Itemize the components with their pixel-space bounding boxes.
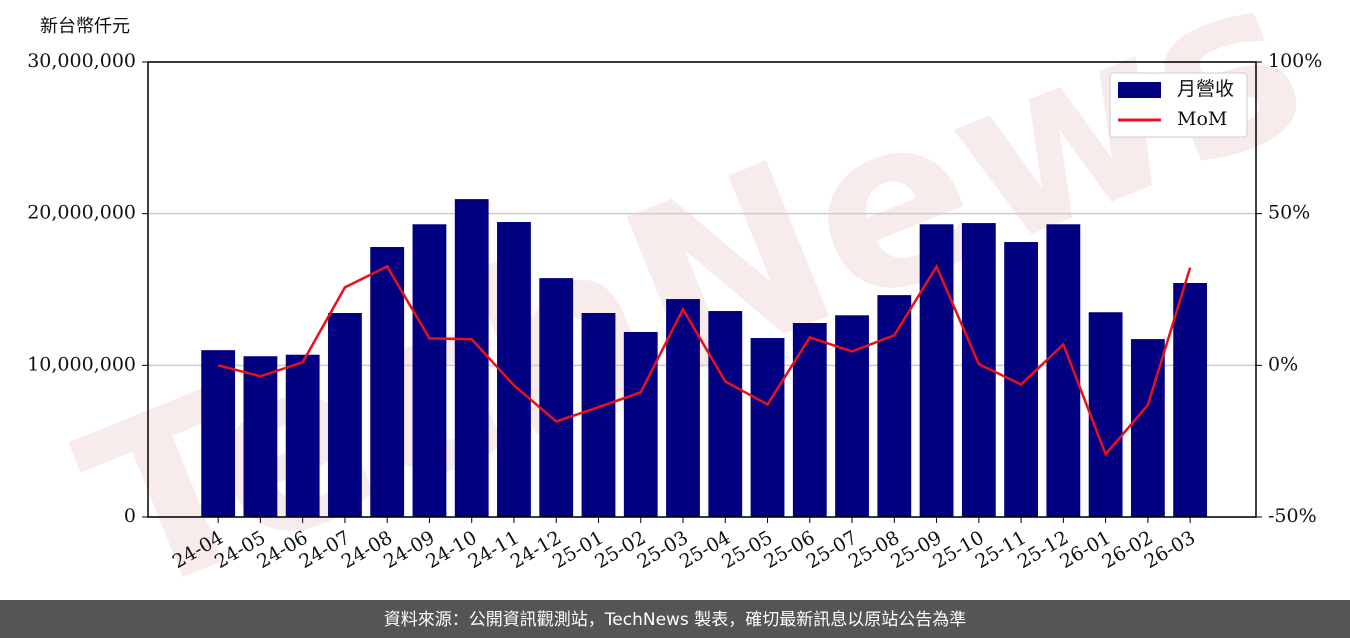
bar — [750, 338, 785, 517]
bar — [581, 313, 616, 517]
bar — [1046, 224, 1081, 518]
y2-tick-label: 0% — [1268, 353, 1298, 375]
bar — [623, 331, 658, 517]
legend-label: 月營收 — [1177, 78, 1234, 100]
bar — [412, 224, 447, 518]
bar — [792, 323, 827, 517]
footer: 資料來源：公開資訊觀測站，TechNews 製表，確切最新訊息以原站公告為準 — [384, 610, 966, 630]
line — [217, 263, 1192, 457]
bar — [370, 247, 405, 518]
legend-label: MoM — [1177, 108, 1227, 130]
footer-bar — [0, 600, 1350, 638]
y-tick-label: 0 — [124, 505, 136, 527]
bar — [919, 224, 954, 518]
bar — [285, 354, 320, 517]
bar — [539, 278, 574, 517]
bar — [497, 222, 531, 517]
y-tick-label: 20,000,000 — [27, 202, 136, 224]
bar — [877, 295, 912, 517]
bar — [243, 356, 278, 517]
bar — [201, 350, 236, 517]
bar — [708, 311, 743, 517]
plot-frame — [147, 61, 1257, 518]
y2-tick-label: 50% — [1268, 202, 1310, 224]
y-tick-label: 10,000,000 — [27, 353, 136, 375]
bar — [454, 199, 489, 517]
bar — [1173, 282, 1208, 517]
bar — [835, 315, 869, 517]
bar — [666, 299, 700, 517]
legend-swatch — [1118, 82, 1161, 98]
bar — [328, 313, 362, 517]
y-tick-label: 30,000,000 — [27, 50, 136, 72]
bar — [1088, 312, 1123, 517]
y-axis-label: 新台幣仟元 — [40, 16, 130, 37]
y2-tick-label: -50% — [1268, 505, 1317, 527]
y2-tick-label: 100% — [1268, 50, 1322, 72]
